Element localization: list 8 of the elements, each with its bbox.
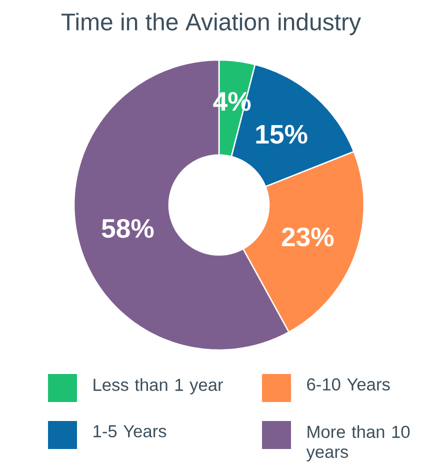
legend-label: 6-10 Years — [307, 378, 390, 391]
chart-title: Time in the Aviation industry — [61, 12, 361, 36]
data-label: 23% — [282, 227, 334, 246]
legend-label: Less than 1 year — [94, 378, 223, 394]
data-label: 58% — [102, 219, 154, 238]
data-label: 15% — [256, 124, 308, 144]
legend-label: 1-5 Years — [94, 425, 166, 438]
legend-label: More than 10 years — [306, 425, 410, 462]
